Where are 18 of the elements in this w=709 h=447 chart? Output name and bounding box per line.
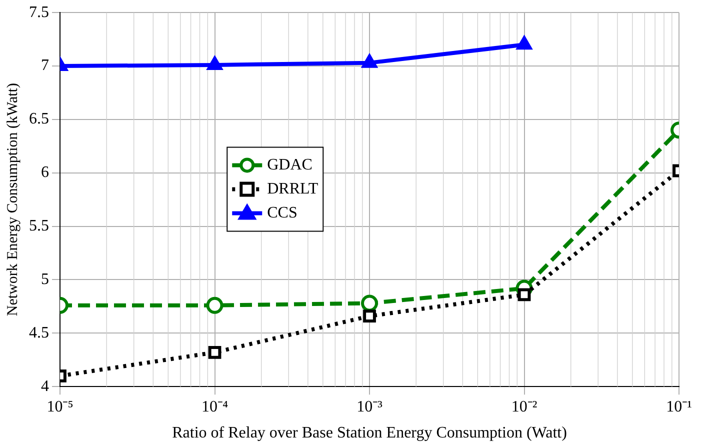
y-tick-label: 4	[41, 378, 49, 395]
y-tick-label: 6	[41, 164, 49, 182]
x-tick-label: 10⁻⁴	[201, 398, 228, 416]
y-tick-label: 7.5	[29, 4, 49, 21]
y-axis-title: Network Energy Consumption (kWatt)	[4, 83, 21, 316]
y-tick-label: 5	[41, 270, 49, 288]
y-tick-label: 7	[41, 57, 49, 74]
x-tick-label: 10⁻²	[511, 398, 538, 416]
x-axis-title: Ratio of Relay over Base Station Energy Consumption (Watt)	[172, 424, 567, 442]
legend-label: DRRLT	[267, 180, 318, 198]
y-tick-label: 5.5	[29, 218, 49, 235]
x-tick-label: 10⁻³	[356, 398, 383, 416]
legend-label: CCS	[267, 204, 298, 222]
x-tick-label: 10⁻⁵	[46, 398, 74, 416]
x-tick-label: 10⁻¹	[666, 398, 692, 416]
legend-label: GDAC	[267, 156, 312, 174]
y-tick-label: 6.5	[29, 110, 49, 128]
y-tick-label: 4.5	[29, 324, 49, 342]
